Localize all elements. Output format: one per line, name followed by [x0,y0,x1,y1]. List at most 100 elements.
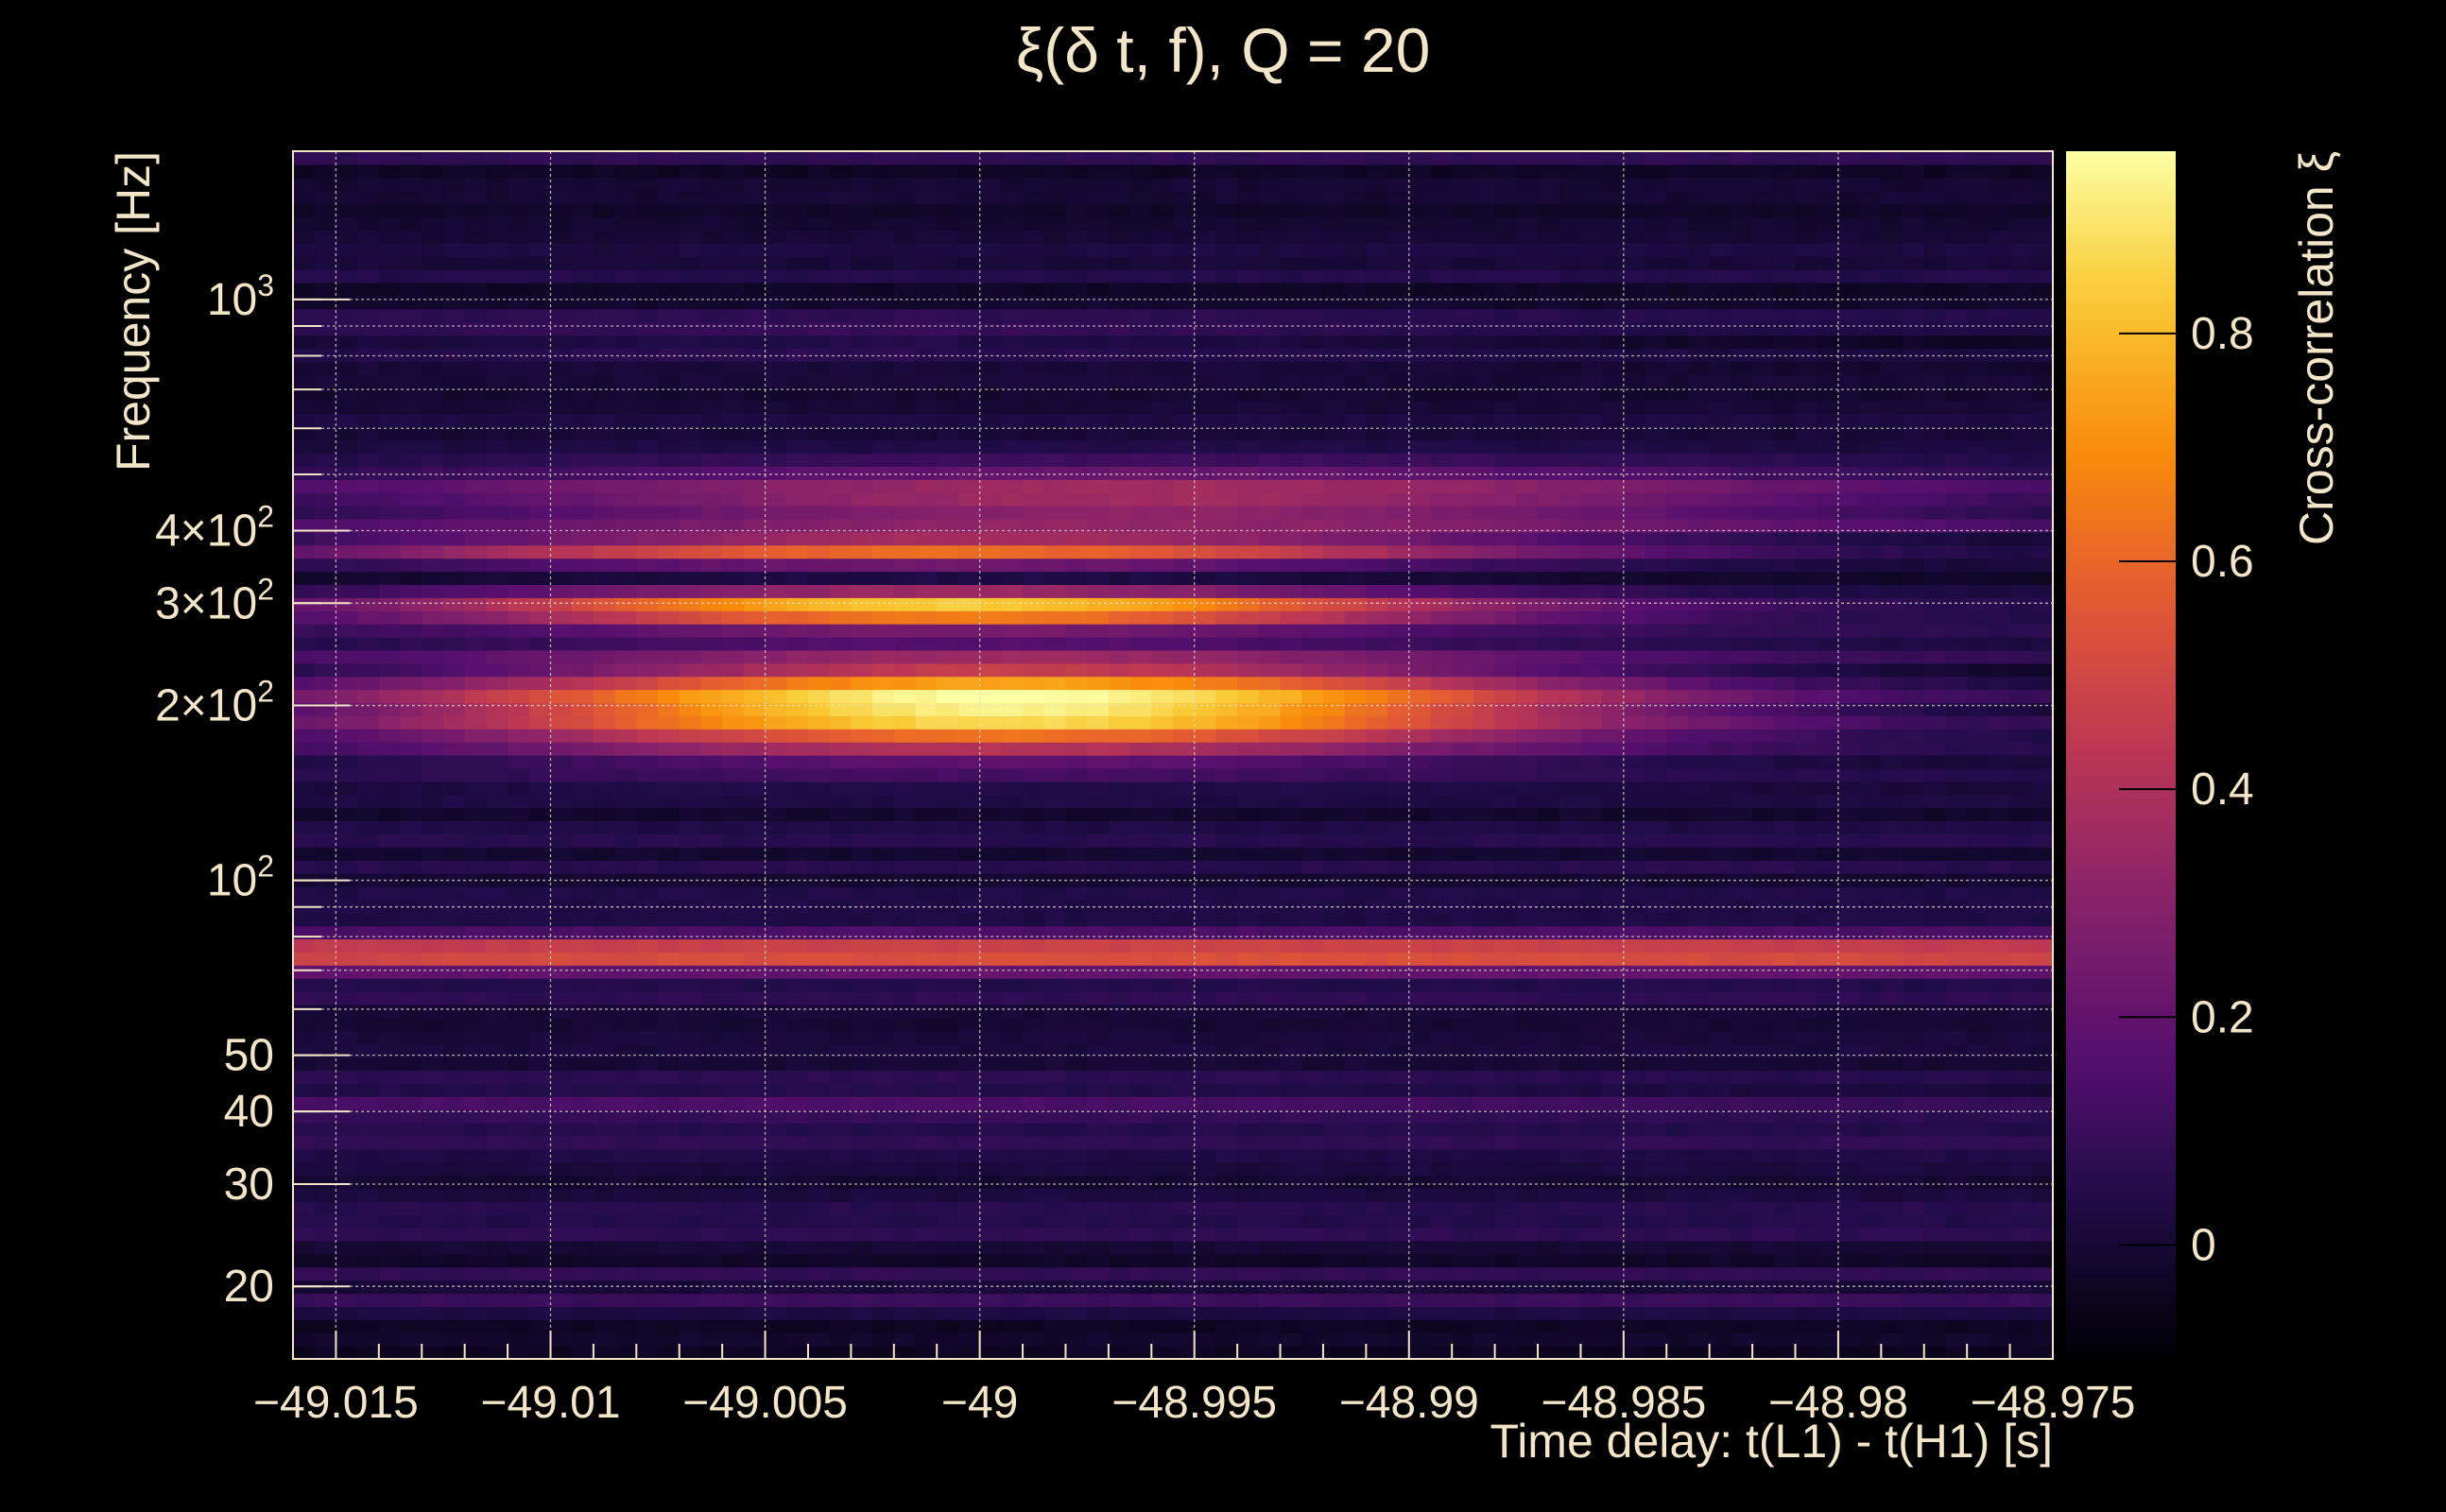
heatmap-cell [572,767,594,782]
heatmap-cell [851,860,873,874]
heatmap-cell [1043,938,1067,953]
heatmap-cell [722,216,745,231]
heatmap-cell [786,1083,809,1097]
heatmap-cell [979,1201,1002,1215]
heatmap-cell [1001,1201,1024,1215]
heatmap-cell [508,755,530,769]
heatmap-cell [1237,1057,1260,1071]
heatmap-cell [1280,676,1302,691]
heatmap-cell [765,1228,787,1242]
heatmap-cell [593,847,616,861]
heatmap-cell [851,847,873,861]
heatmap-cell [1452,1135,1474,1150]
heatmap-cell [293,479,316,493]
heatmap-cell [743,466,767,480]
heatmap-cell [1043,860,1067,874]
heatmap-cell [658,466,680,480]
heatmap-cell [1065,1240,1088,1255]
heatmap-cell [937,1240,959,1255]
heatmap-cell [1408,1319,1432,1333]
heatmap-cell [572,1057,594,1071]
heatmap-cell [508,492,530,507]
heatmap-cell [1043,1017,1067,1032]
heatmap-cell [1452,1083,1474,1097]
heatmap-cell [357,1332,380,1347]
heatmap-cell [293,1228,316,1242]
heatmap-cell [722,794,745,809]
heatmap-cell [314,426,337,441]
heatmap-cell [979,742,1002,756]
heatmap-cell [528,729,552,743]
heatmap-cell [357,230,380,244]
heatmap-cell [400,781,422,796]
heatmap-cell [679,335,702,349]
heatmap-cell [614,1214,637,1228]
heatmap-cell [400,1017,422,1032]
heatmap-cell [1322,1253,1346,1268]
heatmap-cell [1452,1253,1474,1268]
heatmap-cell [1215,1083,1238,1097]
heatmap-cell [636,1228,659,1242]
heatmap-cell [1151,295,1174,310]
heatmap-cell [1215,1175,1238,1190]
heatmap-cell [1087,689,1110,704]
heatmap-cell [464,163,487,179]
heatmap-cell [442,952,466,966]
heatmap-cell [1258,466,1282,480]
heatmap-cell [614,361,637,375]
heatmap-cell [829,1332,852,1347]
heatmap-cell [658,1004,680,1019]
heatmap-cell [1065,807,1088,822]
heatmap-cell [807,597,831,611]
heatmap-cell [422,729,444,743]
heatmap-cell [1430,374,1453,388]
heatmap-cell [1258,1228,1282,1242]
heatmap-cell [378,584,402,598]
heatmap-cell [722,965,745,979]
heatmap-cell [1173,1201,1196,1215]
heatmap-cell [1301,1017,1324,1032]
heatmap-cell [872,649,895,664]
heatmap-cell [872,1319,895,1333]
heatmap-cell [743,361,767,375]
heatmap-cell [957,531,981,546]
heatmap-cell [700,544,723,559]
heatmap-cell [1237,899,1260,914]
heatmap-cell [1301,1188,1324,1202]
heatmap-cell [614,203,637,218]
heatmap-cell [872,426,895,441]
heatmap-cell [937,885,959,901]
heatmap-cell [1237,453,1260,467]
heatmap-cell [293,256,316,270]
heatmap-cell [1280,295,1302,310]
heatmap-cell [1108,925,1131,940]
heatmap-cell [400,544,422,559]
heatmap-cell [293,1188,316,1202]
heatmap-cell [679,243,702,257]
heatmap-cell [1194,374,1217,388]
heatmap-cell [679,1148,702,1163]
heatmap-cell [1387,163,1410,179]
heatmap-cell [400,1004,422,1019]
heatmap-cell [593,729,616,743]
heatmap-cell [528,847,552,861]
heatmap-cell [1408,912,1432,927]
heatmap-cell [807,676,831,691]
heatmap-cell [765,899,787,914]
heatmap-cell [528,216,552,231]
heatmap-cell [314,1043,337,1058]
heatmap-cell [1408,151,1432,165]
heatmap-cell [486,1161,508,1177]
heatmap-cell [1237,689,1260,704]
heatmap-cell [486,1043,508,1058]
heatmap-cell [807,715,831,730]
heatmap-cell [378,1346,402,1360]
heatmap-cell [357,584,380,598]
heatmap-cell [593,885,616,901]
heatmap-cell [314,163,337,179]
heatmap-cell [700,1148,723,1163]
heatmap-cell [807,571,831,586]
heatmap-cell [572,531,594,546]
heatmap-cell [979,506,1002,520]
heatmap-cell [872,335,895,349]
